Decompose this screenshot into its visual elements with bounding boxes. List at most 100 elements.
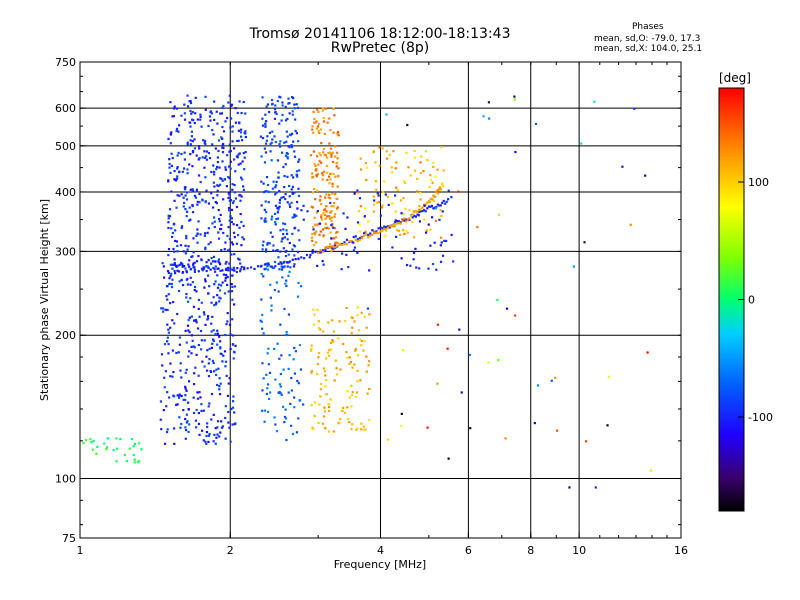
data-point [180,278,183,281]
data-point [265,211,268,214]
data-point [282,232,285,236]
colorbar-label: [deg] [719,71,751,85]
data-point [275,112,278,116]
data-point [381,147,384,150]
data-point [189,139,192,142]
data-point [187,355,190,358]
data-point [347,417,350,421]
data-point [244,130,247,133]
data-point [403,181,406,184]
data-point [178,170,181,173]
data-point [214,332,217,336]
data-point [240,220,243,224]
data-point [194,96,197,99]
data-point [237,257,240,260]
data-point [316,363,319,366]
data-point [332,237,335,240]
data-point [237,153,240,156]
data-point [400,212,403,215]
data-point [317,122,321,126]
data-point [422,169,425,173]
noise-point [633,107,636,110]
data-point [221,146,224,149]
data-point [279,229,282,232]
o-mode-trace-point [201,269,204,272]
o-mode-trace-point [426,207,429,210]
data-point [318,233,321,237]
data-point [291,432,295,436]
data-point [176,312,179,316]
data-point [186,143,189,146]
data-point [170,272,173,275]
data-point [208,157,212,160]
data-point [222,104,225,108]
data-point [262,182,265,185]
data-point [268,131,271,134]
data-point [429,244,432,247]
data-point [298,239,301,242]
noise-point [424,150,428,153]
data-point [128,447,131,450]
phase-info-o-mode: mean, sd,O: -79.0, 17.3 [594,34,701,44]
data-point [172,371,175,374]
data-point [260,217,263,220]
data-point [84,438,88,442]
data-point [332,430,336,433]
noise-point [580,142,583,145]
data-point [284,197,287,201]
data-point [280,119,283,122]
noise-point [468,353,471,356]
data-point [189,101,193,105]
data-point [273,108,277,111]
data-point [338,320,341,323]
data-point [207,124,210,128]
data-point [205,442,208,445]
o-mode-trace-point [239,268,242,271]
data-point [178,194,181,197]
data-point [285,279,288,282]
data-point [411,220,414,223]
data-point [210,256,213,260]
data-point [220,420,223,423]
o-mode-trace-point [377,227,380,230]
data-point [419,198,422,201]
data-point [231,285,234,289]
data-point [226,394,230,397]
x-mode-trace-point [354,238,357,241]
data-point [163,376,166,379]
data-point [393,194,397,197]
o-mode-trace-point [213,267,216,271]
data-point [275,430,279,433]
data-point [325,393,328,396]
data-point [424,231,428,234]
data-point [368,269,371,272]
data-point [261,117,264,120]
data-point [360,422,363,425]
data-point [274,423,277,426]
o-mode-trace-point [358,237,362,240]
noise-point [584,440,588,443]
data-point [330,152,333,155]
o-mode-trace-point [383,225,386,228]
data-point [167,137,170,141]
o-mode-trace-point [369,232,372,235]
data-point [296,295,300,298]
data-point [231,243,235,246]
data-point [175,127,179,131]
data-point [311,426,314,429]
data-point [418,204,421,208]
data-point [320,202,323,206]
data-point [317,351,321,355]
data-point [381,204,384,207]
data-point [173,178,176,181]
x-mode-trace-point [401,219,404,222]
x-mode-trace-point [411,213,414,216]
data-point [195,408,198,412]
data-point [320,161,323,164]
data-point [274,186,277,189]
data-point [297,194,301,197]
data-point [283,415,287,419]
data-point [293,103,296,106]
data-point [330,219,333,223]
data-point [192,396,195,399]
